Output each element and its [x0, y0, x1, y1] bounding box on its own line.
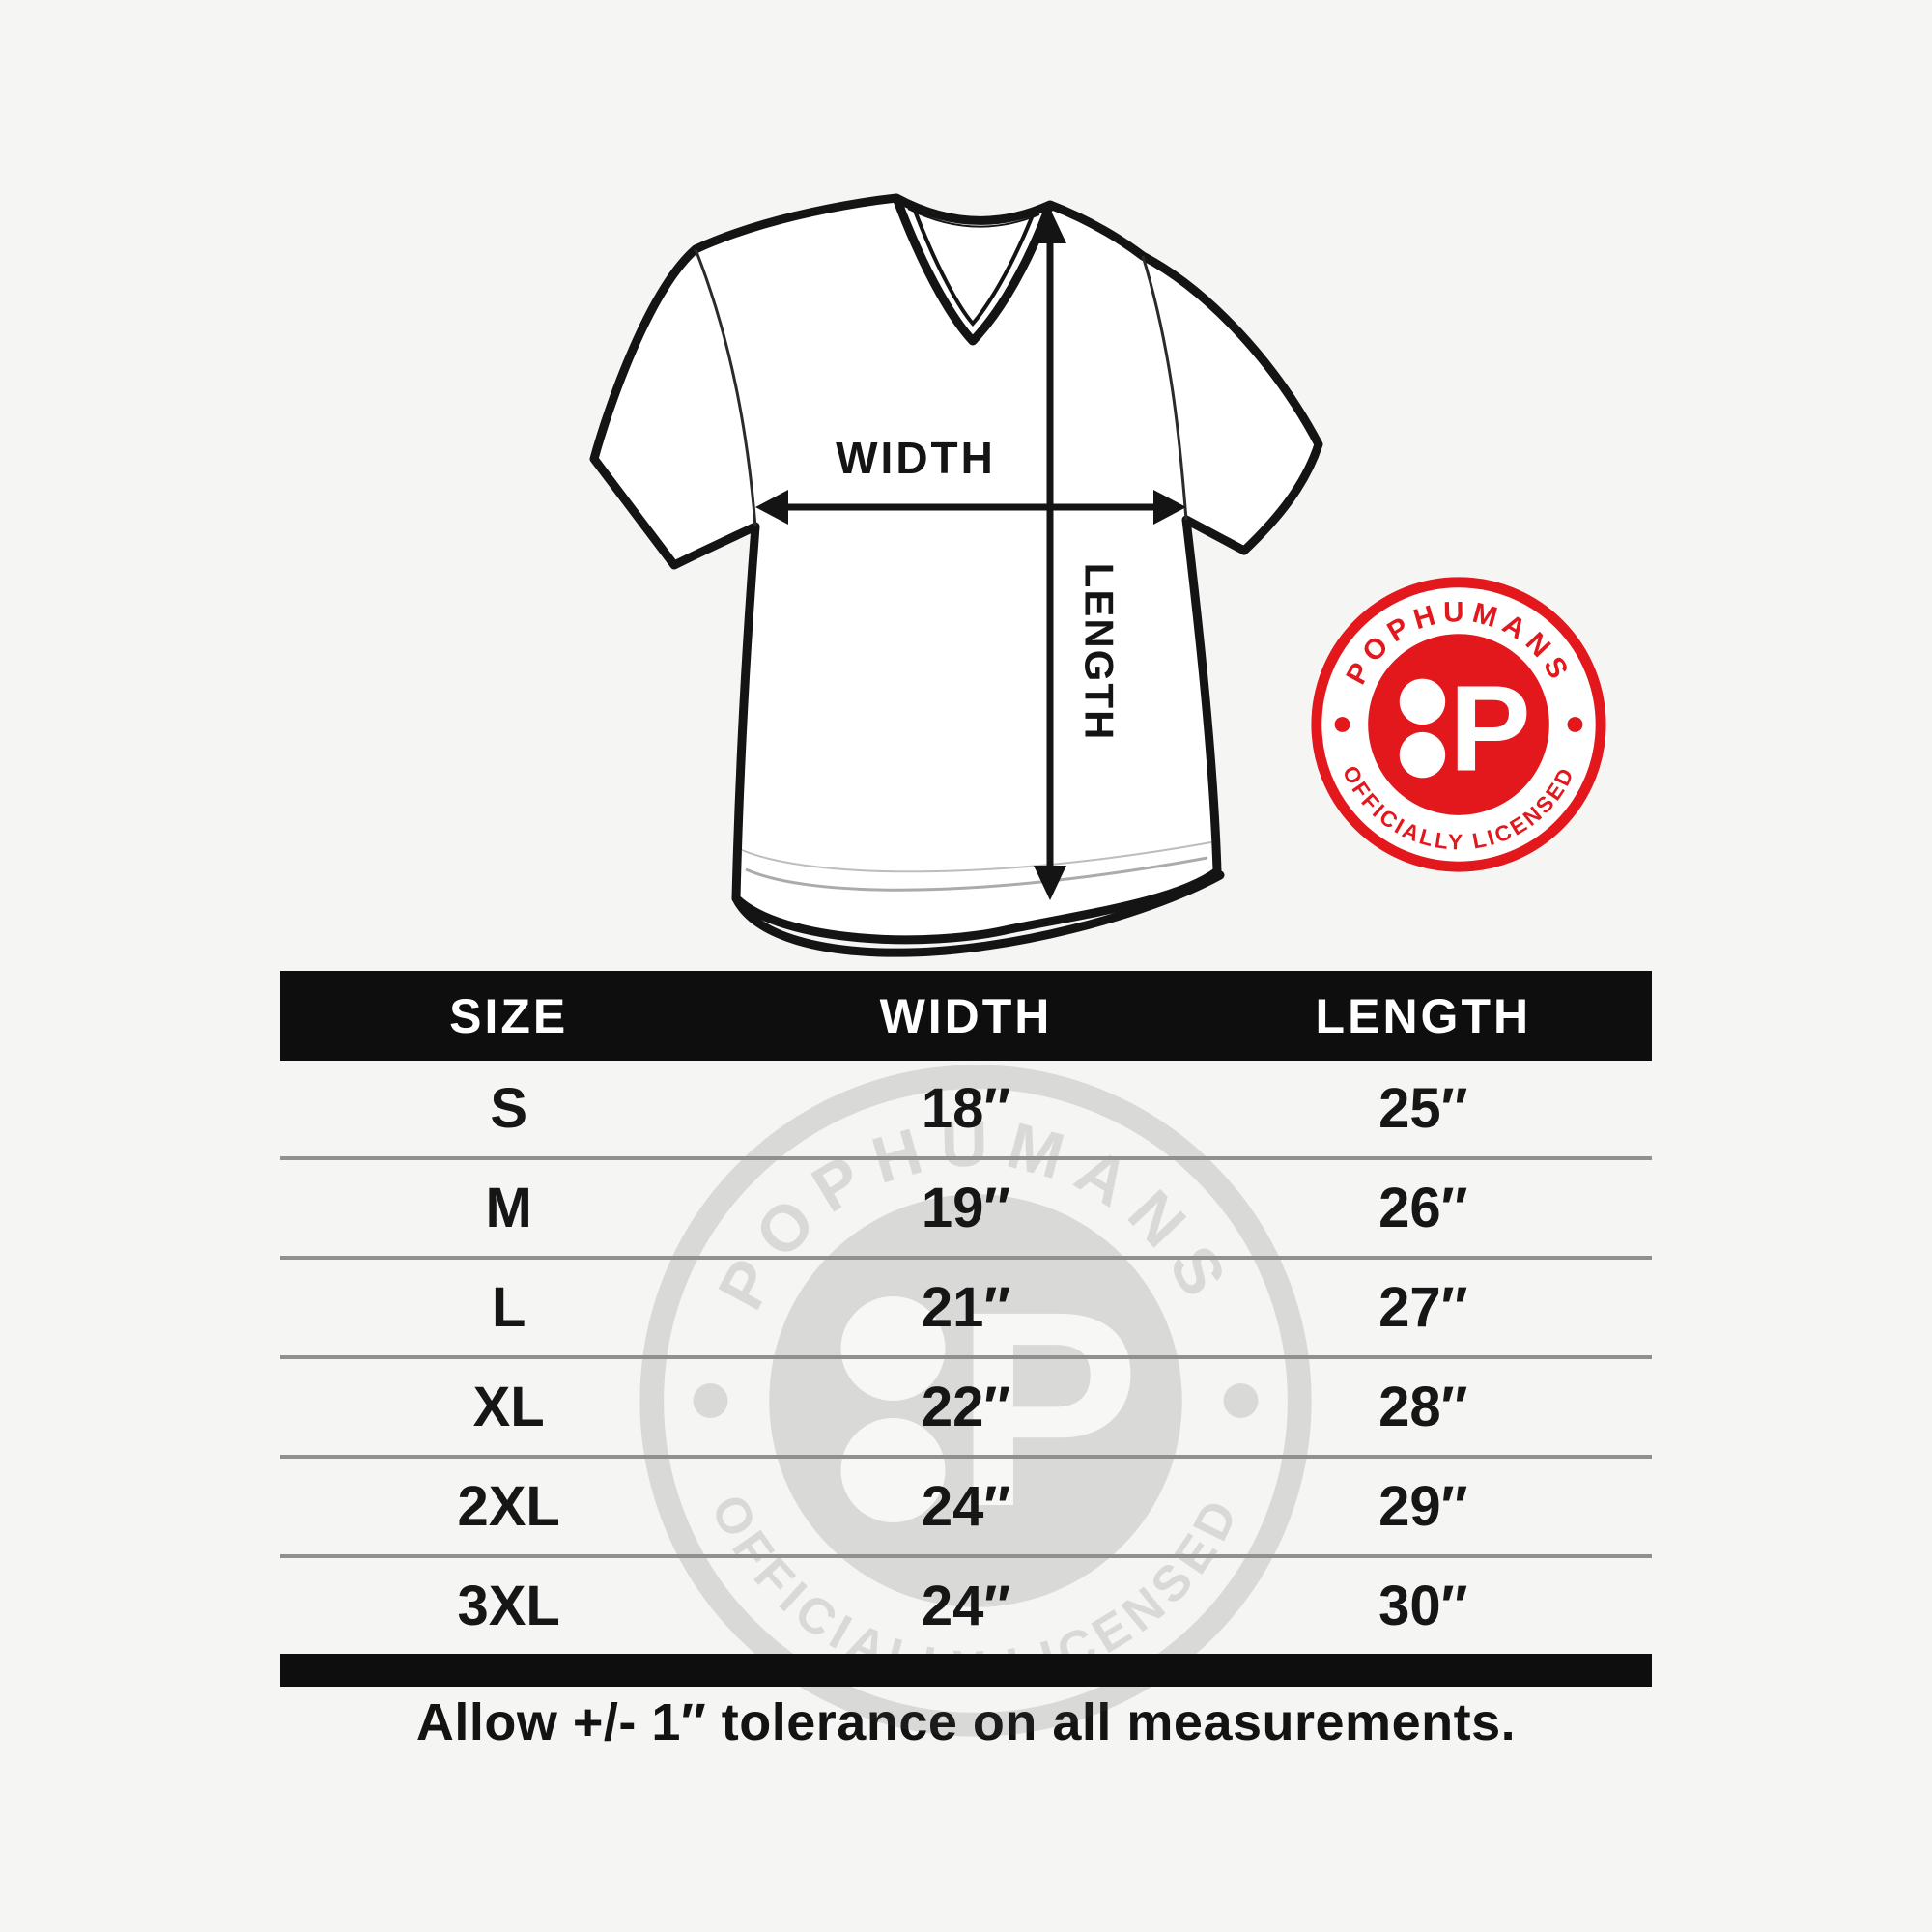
- width-arrowhead-left: [755, 490, 788, 525]
- tshirt-diagram: WIDTH LENGTH: [589, 193, 1323, 957]
- width-arrowhead-right: [1153, 490, 1186, 525]
- table-row: XL 22″ 28″: [280, 1355, 1652, 1455]
- separator-dot-left: [1334, 717, 1350, 732]
- table-row: 3XL 24″ 30″: [280, 1554, 1652, 1654]
- vneck-outer: [892, 196, 1055, 346]
- watermark-letter-p: P: [954, 1254, 1140, 1565]
- collar-back-line-2: [907, 208, 1040, 228]
- size-cell: M: [485, 1177, 532, 1239]
- column-header-size: SIZE: [449, 988, 569, 1043]
- size-cell: 2XL: [457, 1475, 560, 1538]
- pophumans-badge: P POPHUMANS OFFICIALLY LICENSED: [1311, 577, 1606, 872]
- watermark-colon-dot-top: [840, 1296, 946, 1401]
- watermark-inner-disc: [769, 1194, 1182, 1607]
- table-row: L 21″ 27″: [280, 1256, 1652, 1355]
- size-chart-table: SIZE WIDTH LENGTH S 18″ 25″ M 19″ 26″ L …: [280, 971, 1652, 1687]
- width-cell: 22″: [921, 1376, 1011, 1438]
- table-row: S 18″ 25″: [280, 1061, 1652, 1156]
- column-header-width: WIDTH: [879, 988, 1053, 1043]
- width-cell: 21″: [921, 1276, 1011, 1339]
- watermark-dot-right: [1223, 1383, 1259, 1418]
- logo-colon-dot-top: [1399, 678, 1446, 724]
- hem-fold: [731, 870, 1225, 957]
- logo-colon-dot-bottom: [1399, 731, 1446, 779]
- length-cell: 27″: [1378, 1276, 1468, 1339]
- length-arrowhead-bottom: [1034, 866, 1066, 900]
- table-row: 2XL 24″ 29″: [280, 1455, 1652, 1554]
- size-cell: XL: [472, 1376, 545, 1438]
- watermark-dot-left: [693, 1383, 728, 1418]
- length-cell: 28″: [1378, 1376, 1468, 1438]
- width-cell: 24″: [921, 1575, 1011, 1637]
- logo-letter-p: P: [1449, 660, 1530, 796]
- length-label: LENGTH: [1077, 563, 1122, 742]
- length-cell: 25″: [1378, 1077, 1468, 1140]
- column-header-length: LENGTH: [1315, 988, 1532, 1043]
- length-cell: 26″: [1378, 1177, 1468, 1239]
- table-bottom-bar: [280, 1654, 1652, 1687]
- left-sleeve-seam: [694, 248, 757, 527]
- hem-stitch-line-2: [741, 841, 1212, 873]
- right-sleeve-seam: [1141, 255, 1188, 521]
- table-row: M 19″ 26″: [280, 1156, 1652, 1256]
- watermark-colon-dot-bottom: [840, 1418, 946, 1522]
- watermark-outer-ring: [639, 1065, 1312, 1737]
- width-label: WIDTH: [836, 433, 996, 483]
- collar-back-line-1: [903, 201, 1044, 221]
- width-cell: 19″: [921, 1177, 1011, 1239]
- length-arrowhead-top: [1034, 209, 1066, 243]
- pophumans-watermark: P POPHUMANS OFFICIALLY LICENSED: [639, 1065, 1312, 1737]
- size-cell: S: [490, 1077, 527, 1140]
- width-cell: 18″: [921, 1077, 1011, 1140]
- width-cell: 24″: [921, 1475, 1011, 1538]
- table-header-row: SIZE WIDTH LENGTH: [280, 971, 1652, 1061]
- tshirt-outline: [589, 193, 1323, 945]
- size-cell: L: [491, 1276, 526, 1339]
- size-cell: 3XL: [457, 1575, 560, 1637]
- separator-dot-right: [1567, 717, 1583, 732]
- length-cell: 30″: [1378, 1575, 1468, 1637]
- vneck-trim: [910, 202, 1037, 327]
- hem-stitch-line-1: [745, 856, 1208, 892]
- length-cell: 29″: [1378, 1475, 1468, 1538]
